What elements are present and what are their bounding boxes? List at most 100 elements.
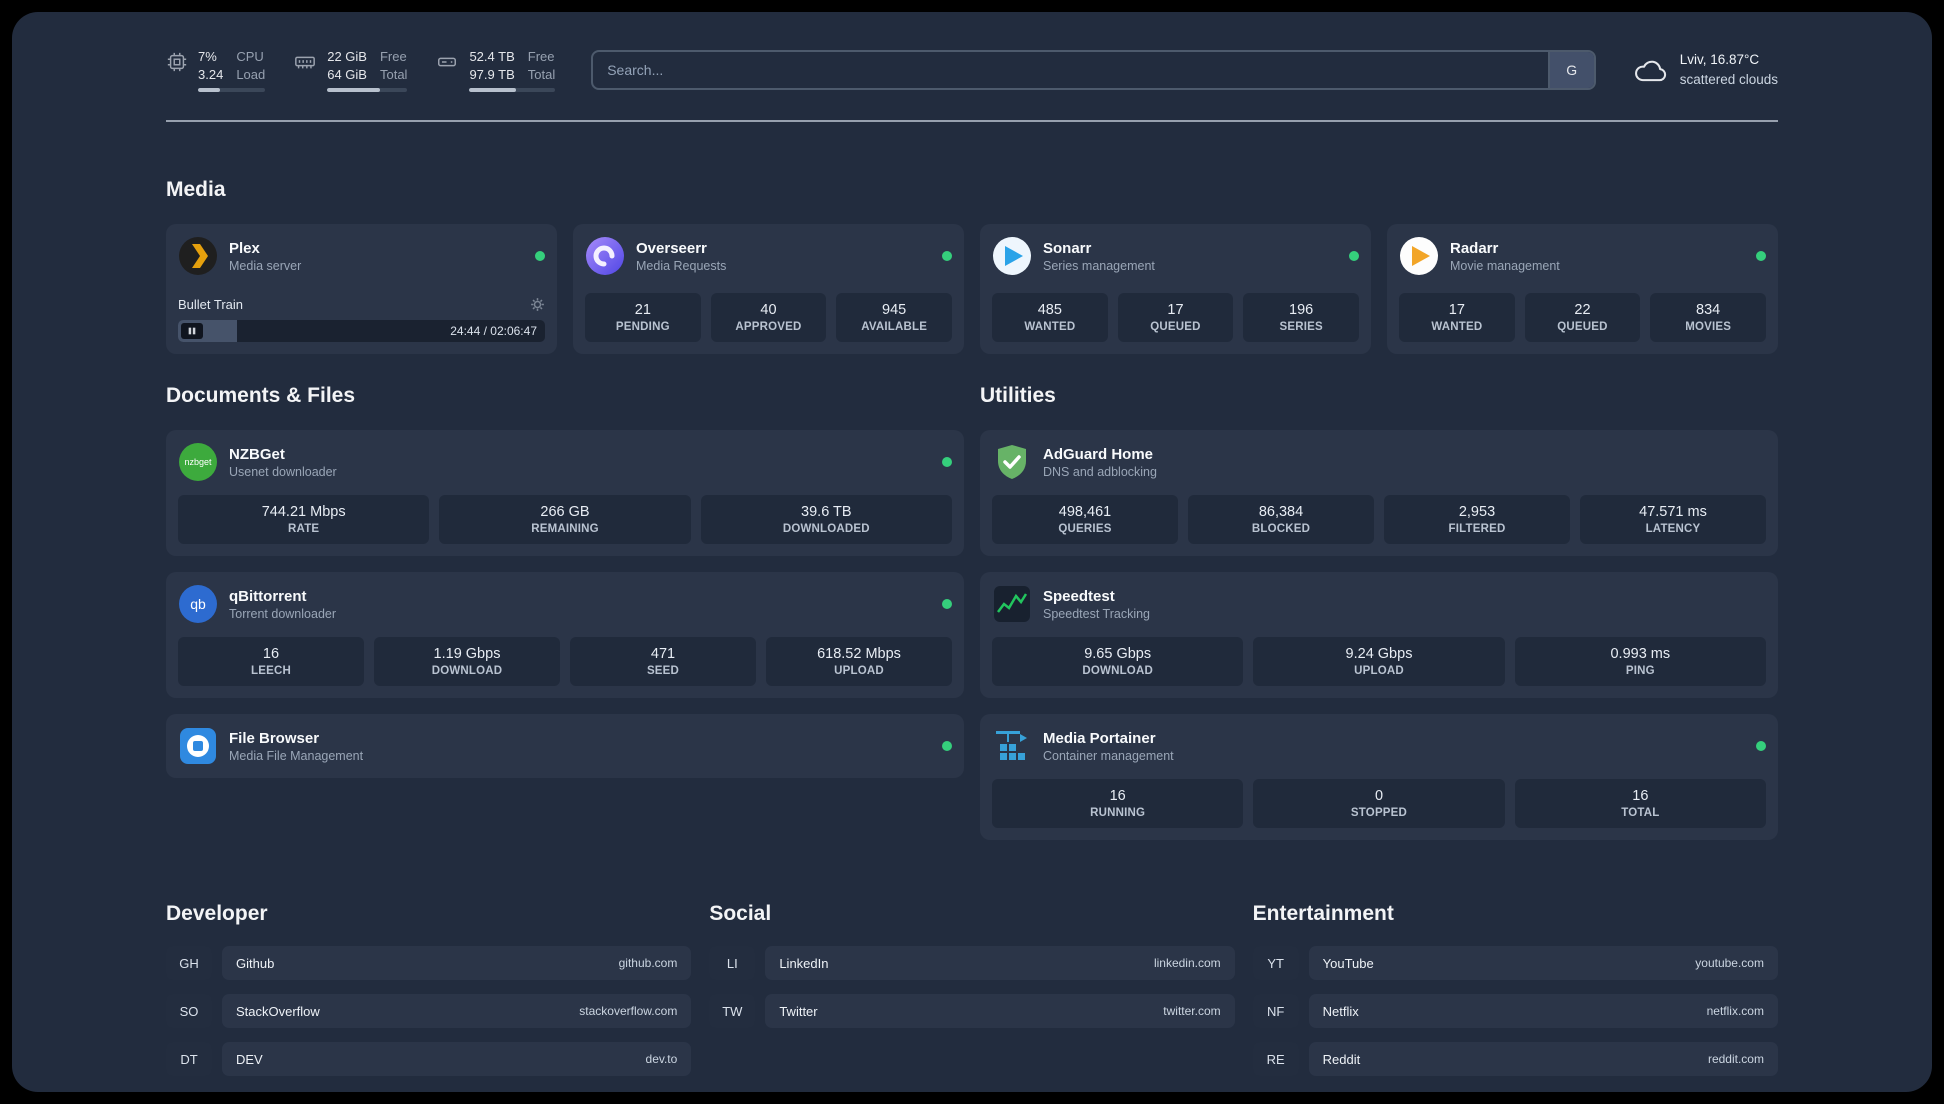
now-playing-title: Bullet Train (178, 297, 244, 313)
stat-label: QUEUED (1150, 321, 1201, 334)
section-title-social: Social (709, 902, 772, 926)
bookmark-domain: github.com (618, 956, 678, 971)
section-media: Media Plex Media server (166, 178, 1778, 355)
service-name: Sonarr (1043, 239, 1092, 257)
stat-block: 834 MOVIES (1650, 293, 1766, 343)
search-input[interactable] (593, 52, 1548, 89)
stat-label: LEECH (251, 665, 291, 678)
bookmark-name: Netflix (1322, 1003, 1359, 1019)
status-dot (1349, 251, 1359, 262)
service-card-adguard[interactable]: AdGuard Home DNS and adblocking 498,461 … (980, 430, 1778, 557)
stat-value: 9.24 Gbps (1345, 646, 1413, 663)
service-card-nzbget[interactable]: nzbget NZBGet Usenet downloader 744.21 M… (166, 430, 964, 557)
stat-label: WANTED (1431, 321, 1483, 334)
bookmark-abbr: NF (1252, 994, 1299, 1029)
stat-value: 16 (262, 646, 280, 663)
bookmark-stackoverflow[interactable]: SO StackOverflow stackoverflow.com (166, 994, 692, 1029)
service-name: Speedtest (1043, 587, 1115, 605)
bookmark-twitter[interactable]: TW Twitter twitter.com (709, 994, 1235, 1029)
portainer-crane-icon (992, 726, 1032, 766)
disk-total-value: 97.9 TB (469, 66, 515, 82)
bookmark-name: StackOverflow (236, 1003, 320, 1019)
disk-total-label: Total (527, 66, 556, 82)
radarr-icon (1399, 236, 1439, 276)
stat-value: 17 (1167, 302, 1184, 319)
cpu-progress-track (198, 88, 266, 93)
filebrowser-icon (178, 726, 218, 766)
cpu-load-label: Load (236, 66, 266, 82)
stat-block: 485 WANTED (992, 293, 1108, 343)
stat-value: 1.19 Gbps (433, 646, 501, 663)
stat-value: 22 (1574, 302, 1591, 319)
stat-block: 86,384 BLOCKED (1188, 495, 1374, 545)
bookmark-dev[interactable]: DT DEV dev.to (166, 1042, 692, 1077)
stat-value: 0.993 ms (1610, 646, 1671, 663)
service-description: Speedtest Tracking (1043, 606, 1151, 621)
resource-widgets: 7% 3.24 CPU Load (166, 48, 556, 93)
stat-block: 40 APPROVED (710, 293, 827, 343)
service-description: Movie management (1450, 258, 1560, 273)
qbittorrent-icon: qb (178, 584, 218, 624)
search-provider-button[interactable]: G (1547, 52, 1594, 89)
stat-label: DOWNLOAD (1082, 665, 1153, 678)
adguard-shield-icon (992, 442, 1032, 482)
service-name: qBittorrent (229, 587, 307, 605)
settings-gear-icon[interactable] (530, 297, 545, 312)
service-card-qbittorrent[interactable]: qb qBittorrent Torrent downloader 16 LEE… (166, 572, 964, 699)
service-card-filebrowser[interactable]: File Browser Media File Management (166, 714, 964, 779)
status-dot (1756, 741, 1766, 752)
bookmarks-developer: Developer GH Github github.com SO StackO… (166, 902, 692, 1077)
cpu-chip-icon (166, 51, 188, 73)
bookmark-linkedin[interactable]: LI LinkedIn linkedin.com (709, 946, 1235, 981)
pause-button[interactable] (181, 323, 203, 340)
plex-icon (178, 236, 218, 276)
bookmark-domain: stackoverflow.com (579, 1004, 678, 1019)
service-description: Media File Management (229, 748, 364, 763)
stat-block: 16 TOTAL (1514, 779, 1766, 829)
bookmark-github[interactable]: GH Github github.com (166, 946, 692, 981)
stat-value: 196 (1289, 302, 1314, 319)
cpu-widget: 7% 3.24 CPU Load (166, 48, 266, 93)
stat-block: 17 QUEUED (1117, 293, 1234, 343)
service-card-sonarr[interactable]: Sonarr Series management 485 WANTED 17 Q… (980, 224, 1371, 355)
stat-value: 47.571 ms (1639, 504, 1707, 521)
bookmark-abbr: SO (166, 994, 212, 1029)
bookmark-abbr: YT (1252, 946, 1299, 981)
svg-text:nzbget: nzbget (184, 457, 212, 467)
weather-location-temp: Lviv, 16.87°C (1679, 52, 1760, 68)
weather-widget[interactable]: Lviv, 16.87°C scattered clouds (1632, 50, 1778, 89)
playback-progress-bar[interactable]: 24:44 / 02:06:47 (178, 320, 545, 343)
overseerr-icon (585, 236, 625, 276)
memory-progress-track (327, 88, 408, 93)
disk-progress-track (469, 88, 556, 93)
service-card-speedtest[interactable]: Speedtest Speedtest Tracking 9.65 Gbps D… (980, 572, 1778, 699)
service-card-radarr[interactable]: Radarr Movie management 17 WANTED 22 QUE… (1387, 224, 1778, 355)
stat-label: WANTED (1024, 321, 1076, 334)
memory-free-label: Free (379, 49, 407, 64)
bookmark-netflix[interactable]: NF Netflix netflix.com (1252, 994, 1778, 1029)
disk-free-value: 52.4 TB (469, 49, 515, 64)
service-description: DNS and adblocking (1043, 464, 1157, 479)
bookmark-reddit[interactable]: RE Reddit reddit.com (1252, 1042, 1778, 1077)
sonarr-icon (992, 236, 1032, 276)
bookmark-name: DEV (236, 1051, 263, 1067)
stat-block: 9.24 Gbps UPLOAD (1253, 637, 1505, 687)
topbar-divider (166, 120, 1778, 123)
disk-free-label: Free (527, 49, 555, 64)
stat-label: QUEUED (1557, 321, 1608, 334)
bookmark-name: Twitter (779, 1003, 818, 1019)
bookmark-youtube[interactable]: YT YouTube youtube.com (1252, 946, 1778, 981)
cpu-label: CPU (236, 49, 264, 64)
stat-block: 196 SERIES (1243, 293, 1359, 343)
service-card-overseerr[interactable]: Overseerr Media Requests 21 PENDING 40 A… (573, 224, 964, 355)
service-card-portainer[interactable]: Media Portainer Container management 16 … (980, 714, 1778, 841)
bookmark-domain: twitter.com (1163, 1004, 1221, 1019)
service-description: Media Requests (636, 258, 727, 273)
service-card-plex[interactable]: Plex Media server Bullet Train (166, 224, 557, 355)
stat-label: QUERIES (1058, 523, 1112, 536)
stat-value: 485 (1037, 302, 1062, 319)
cpu-load-value: 3.24 (198, 66, 224, 82)
stat-value: 498,461 (1058, 504, 1112, 521)
service-name: File Browser (229, 729, 320, 747)
stat-label: AVAILABLE (861, 321, 928, 334)
